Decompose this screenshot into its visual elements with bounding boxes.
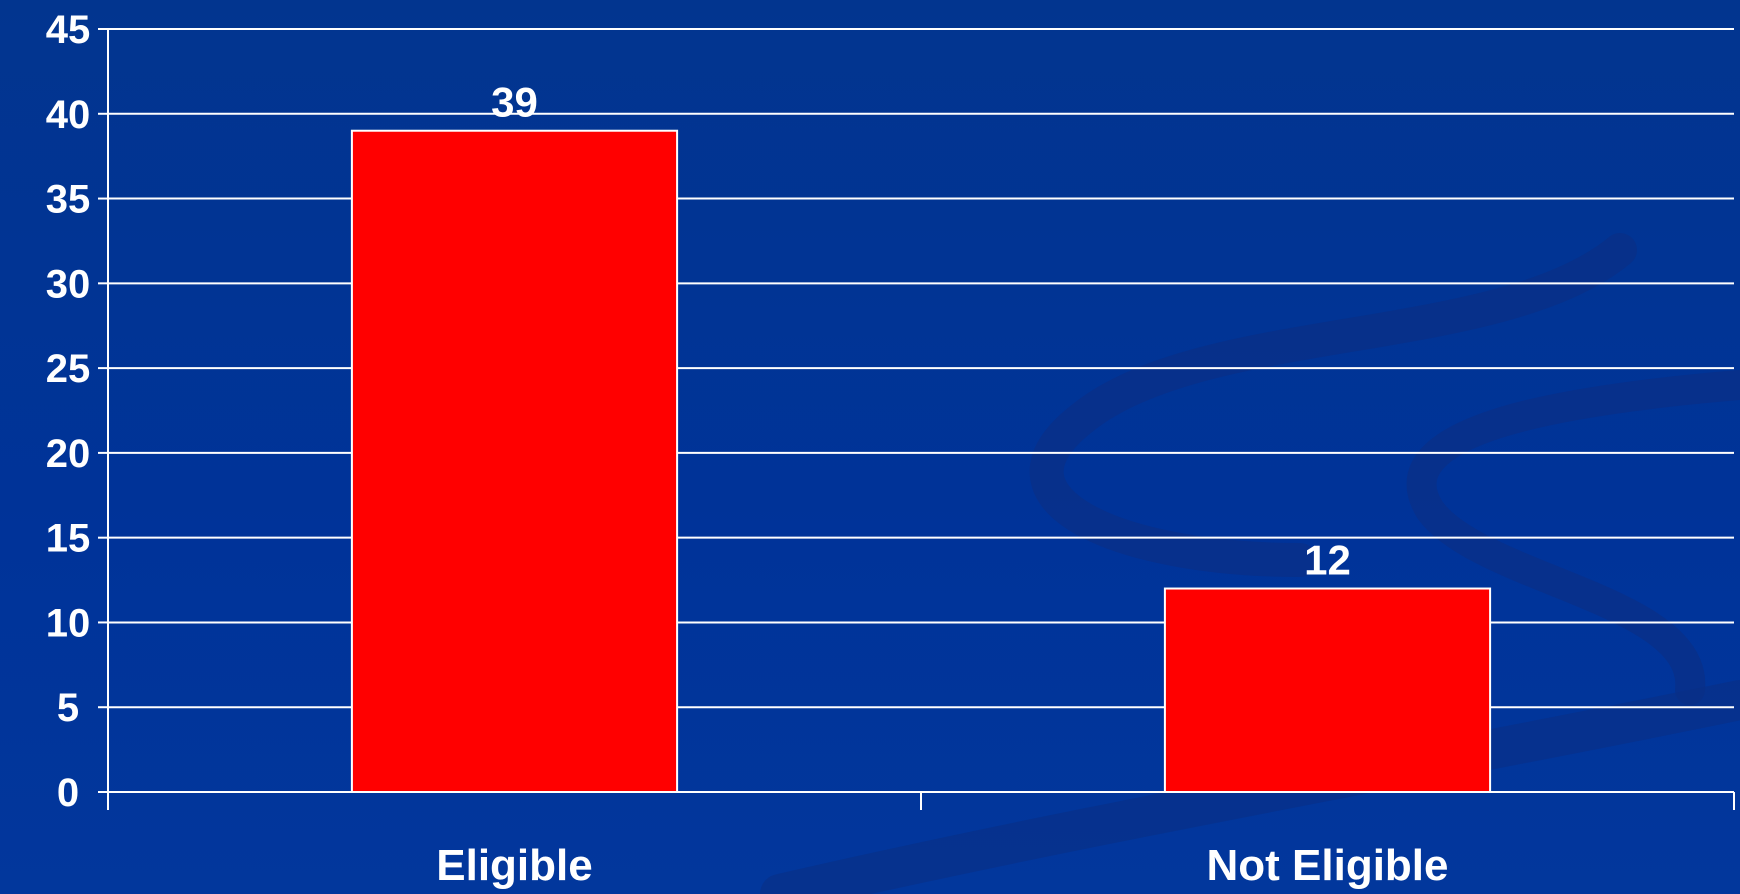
category-label-eligible: Eligible (436, 841, 592, 890)
swoosh-right (1406, 370, 1740, 705)
bars (350, 129, 1492, 793)
data-label-not-eligible: 12 (1304, 537, 1351, 584)
background-swoosh-decoration (760, 233, 1740, 894)
bar-eligible (350, 129, 679, 793)
swoosh-outer (1029, 233, 1637, 577)
y-tick-label-10: 10 (46, 601, 91, 645)
y-tick-label-35: 35 (46, 178, 91, 222)
y-tick-label-5: 5 (57, 686, 79, 730)
y-tick-label-40: 40 (46, 93, 91, 137)
category-label-not-eligible: Not Eligible (1207, 841, 1449, 890)
y-tick-label-20: 20 (46, 432, 91, 476)
data-label-eligible: 39 (491, 79, 538, 126)
y-tick-label-15: 15 (46, 517, 91, 561)
y-tick-label-0: 0 (57, 771, 79, 815)
bar-not-eligible (1163, 587, 1492, 793)
y-tick-label-30: 30 (46, 262, 91, 306)
y-tick-label-45: 45 (46, 8, 91, 52)
labels: 0 5 10 15 20 25 30 35 40 45 39 Eligible 12 Not Eligib… (46, 8, 1449, 890)
y-tick-label-25: 25 (46, 347, 91, 391)
